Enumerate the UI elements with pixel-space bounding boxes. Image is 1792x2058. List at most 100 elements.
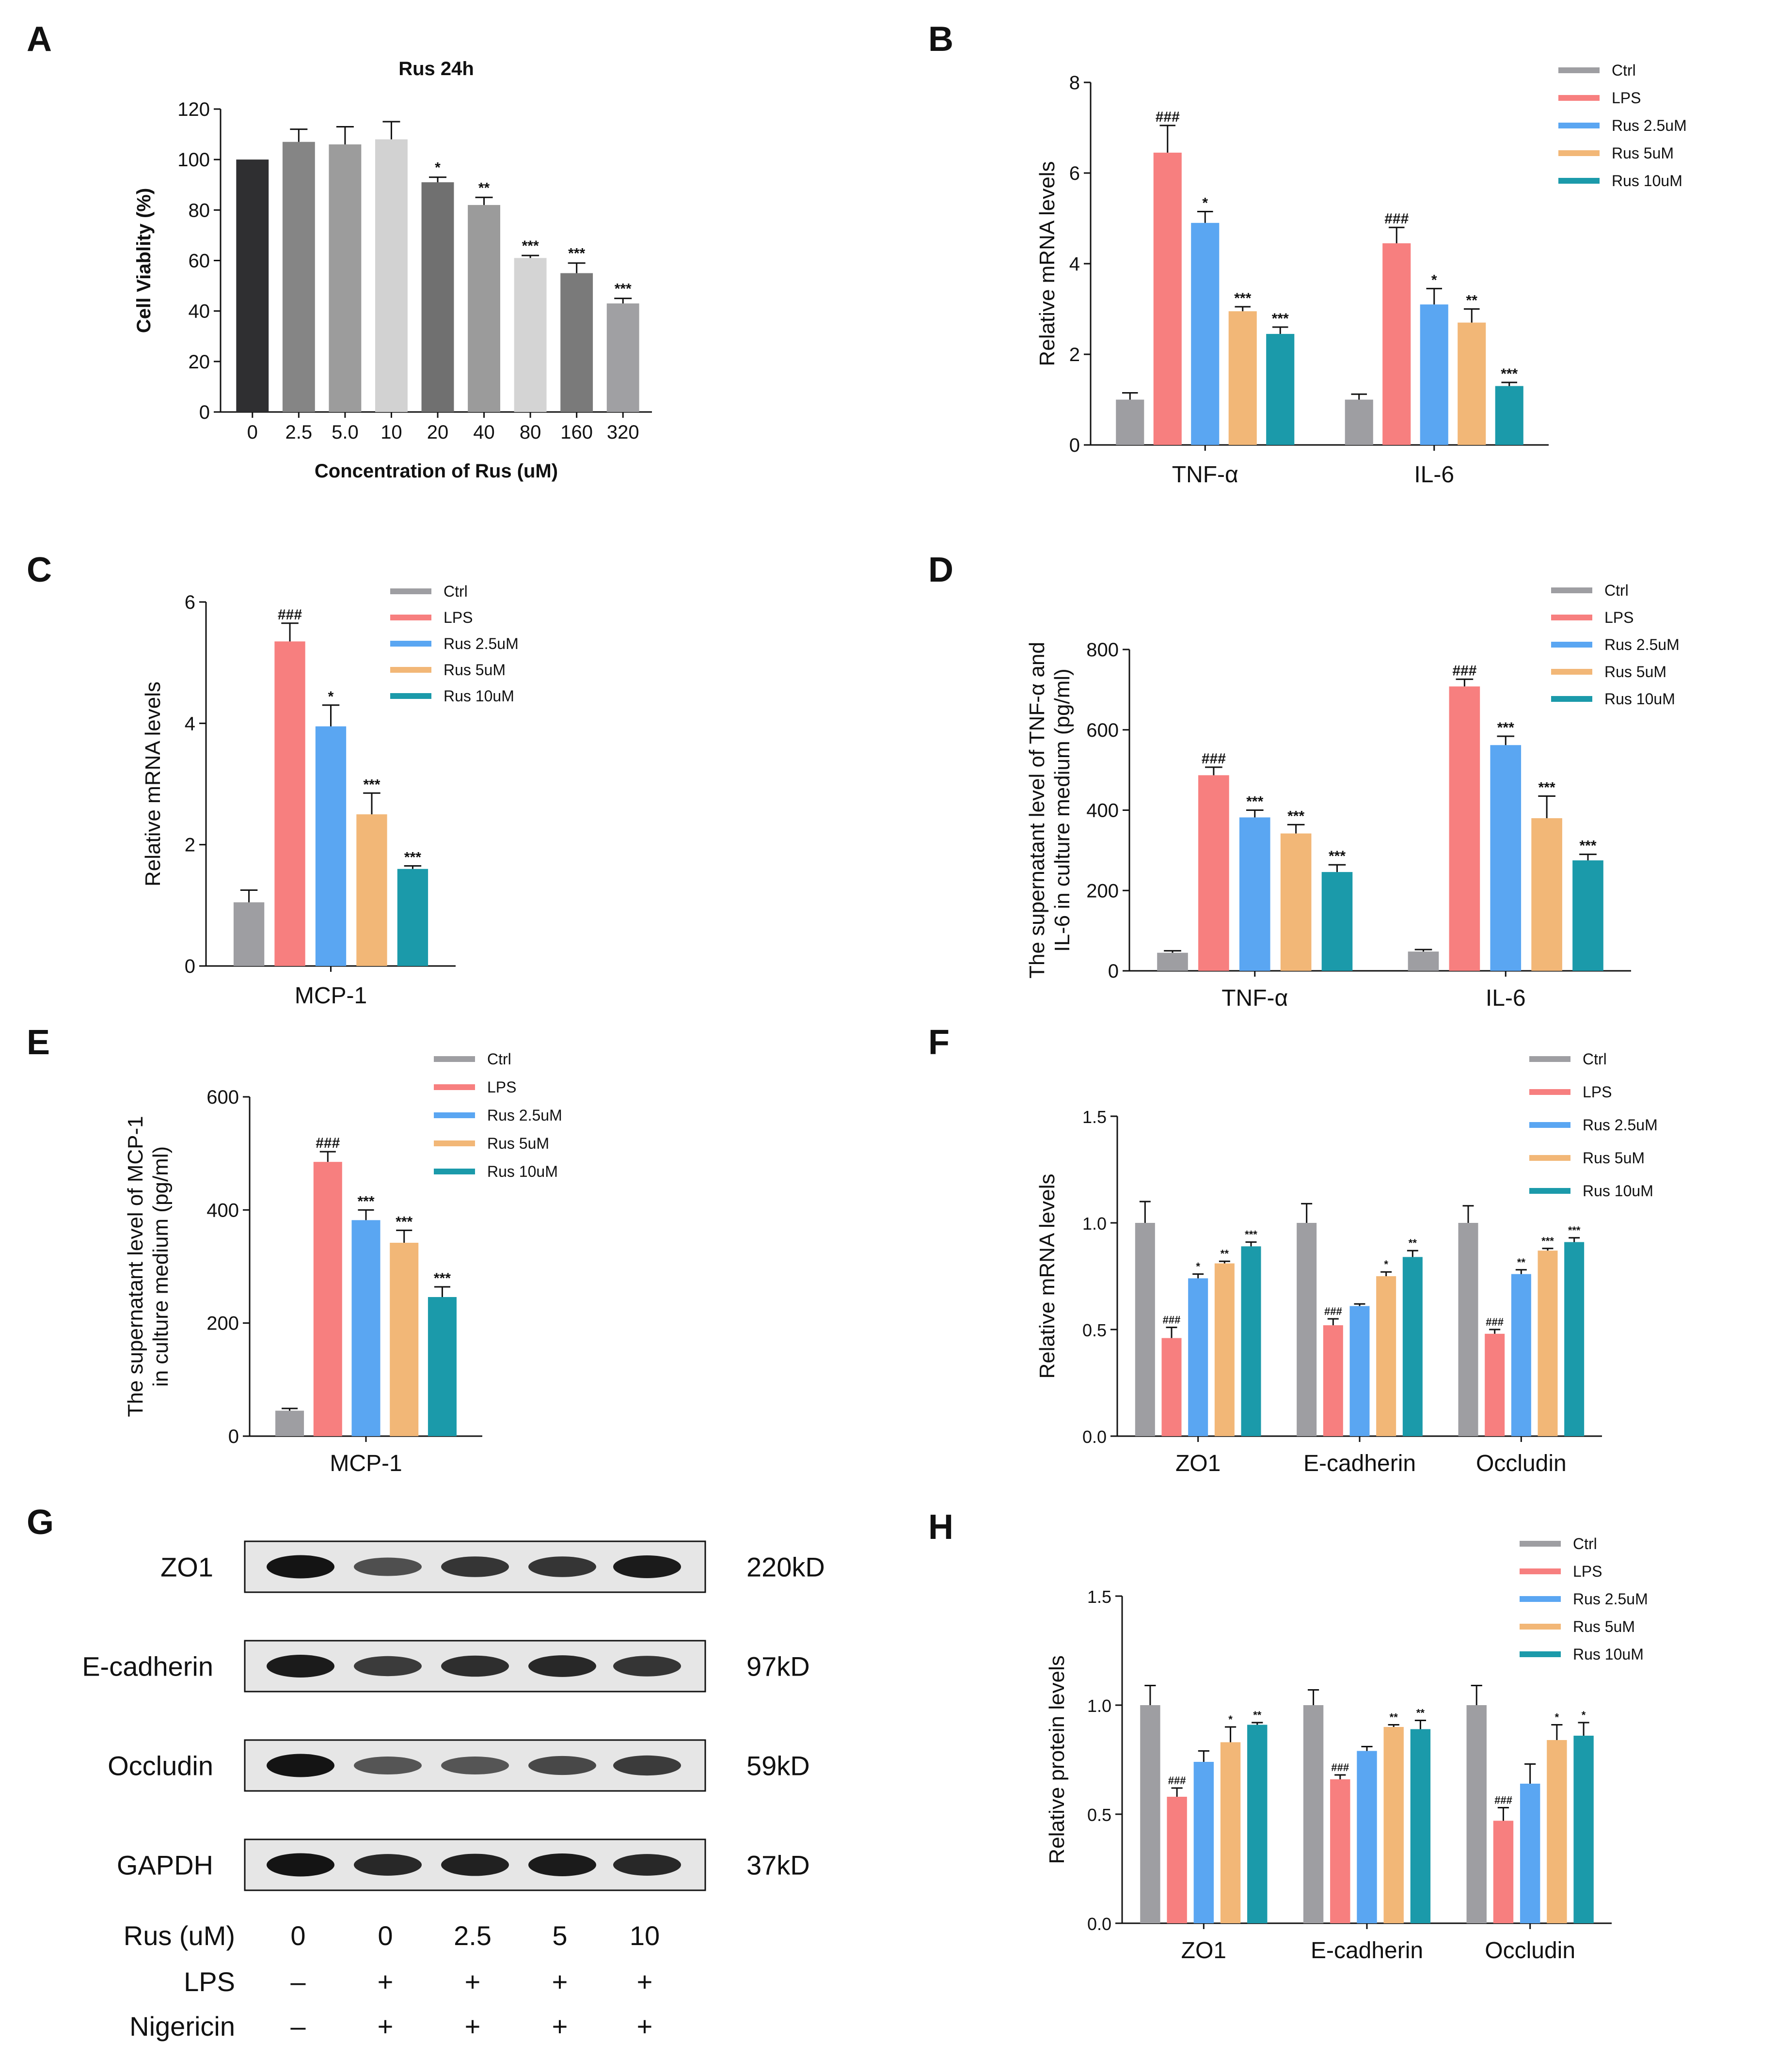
- legend-label: Rus 2.5uM: [1573, 1590, 1648, 1608]
- panel-g: G ZO1 220kD E-cadherin 97kD Occludin 59kD GAPDH…: [27, 1503, 825, 2042]
- panel-label: G: [27, 1503, 54, 1542]
- y-tick-label: 4: [185, 713, 195, 734]
- bar: [1573, 1736, 1594, 1923]
- legend-swatch: [390, 588, 431, 594]
- bar: [313, 1162, 342, 1436]
- bar: [1303, 1705, 1324, 1923]
- blot-band: [354, 1656, 422, 1677]
- condition-value: 10: [630, 1920, 660, 1951]
- legend-label: Rus 10uM: [487, 1163, 558, 1180]
- legend-swatch: [390, 641, 431, 647]
- significance-mark: *: [1202, 195, 1208, 211]
- bar: [1485, 1333, 1505, 1436]
- bar: [1241, 1246, 1261, 1436]
- significance-mark: ###: [1486, 1316, 1504, 1328]
- y-tick-label: 2: [185, 835, 195, 856]
- bar: [1495, 386, 1523, 445]
- x-tick-label: ZO1: [1175, 1451, 1221, 1476]
- molecular-weight: 97kD: [746, 1651, 810, 1682]
- bar: [1157, 952, 1188, 971]
- condition-value: –: [290, 1966, 306, 1997]
- significance-mark: ***: [1245, 1229, 1257, 1241]
- legend-label: Rus 2.5uM: [444, 635, 519, 652]
- condition-value: +: [637, 2011, 653, 2042]
- y-tick-label: 0: [228, 1426, 239, 1447]
- legend-label: LPS: [487, 1078, 516, 1096]
- bar: [421, 182, 454, 412]
- legend-swatch: [1551, 587, 1592, 593]
- y-tick-label: 800: [1086, 639, 1119, 661]
- y-tick-label: 400: [1086, 800, 1119, 822]
- blot-band: [613, 1555, 681, 1578]
- blot-band: [354, 1854, 422, 1876]
- legend-label: Rus 10uM: [1604, 690, 1675, 708]
- molecular-weight: 220kD: [746, 1552, 825, 1583]
- significance-mark: ###: [1331, 1761, 1349, 1773]
- significance-mark: ***: [1246, 794, 1263, 810]
- blot-band: [528, 1756, 596, 1775]
- blot-band: [267, 1754, 334, 1777]
- condition-value: +: [465, 1966, 481, 1997]
- bar: [1383, 1727, 1404, 1923]
- y-tick-label: 0.0: [1082, 1427, 1107, 1447]
- y-tick-label: 0.5: [1082, 1320, 1107, 1340]
- bar: [1466, 1705, 1487, 1923]
- legend-label: Rus 5uM: [1612, 144, 1674, 162]
- y-axis-label-line2: in culture medium (pg/ml): [149, 1146, 173, 1387]
- y-axis-label-line2: IL-6 in culture medium (pg/ml): [1050, 668, 1074, 951]
- bar: [1214, 1263, 1235, 1436]
- bar: [1191, 222, 1220, 445]
- significance-mark: **: [1517, 1256, 1526, 1268]
- x-tick-label: 320: [607, 422, 639, 443]
- legend-swatch: [434, 1112, 475, 1118]
- bar: [1228, 311, 1257, 445]
- significance-mark: ***: [1501, 366, 1518, 382]
- legend-swatch: [1558, 67, 1600, 73]
- condition-label: LPS: [184, 1966, 235, 1997]
- legend-swatch: [1520, 1541, 1561, 1547]
- y-tick-label: 80: [189, 200, 210, 221]
- legend-label: Rus 5uM: [487, 1135, 549, 1152]
- legend-label: LPS: [1612, 89, 1641, 107]
- significance-mark: ###: [1494, 1794, 1512, 1806]
- bar: [1357, 1751, 1377, 1923]
- significance-mark: *: [1431, 272, 1437, 288]
- legend-label: Rus 5uM: [444, 661, 506, 679]
- y-tick-label: 100: [177, 149, 210, 171]
- blot-band: [441, 1655, 509, 1677]
- legend-label: Ctrl: [1573, 1535, 1597, 1552]
- panel-label: A: [27, 20, 52, 59]
- y-tick-label: 200: [1086, 880, 1119, 902]
- significance-mark: ***: [1329, 848, 1346, 864]
- significance-mark: **: [1466, 293, 1478, 309]
- condition-value: 0: [290, 1920, 305, 1951]
- significance-mark: ###: [1156, 109, 1180, 125]
- y-tick-label: 0: [185, 956, 195, 977]
- x-tick-label: TNF-α: [1221, 985, 1288, 1011]
- legend-label: Rus 10uM: [1573, 1646, 1644, 1663]
- significance-mark: ***: [522, 238, 539, 254]
- blot-band: [613, 1854, 681, 1876]
- condition-value: +: [378, 2011, 394, 2042]
- y-tick-label: 1.0: [1087, 1696, 1111, 1716]
- legend-label: Rus 5uM: [1573, 1618, 1635, 1635]
- significance-mark: ***: [568, 246, 585, 262]
- significance-mark: *: [435, 160, 441, 176]
- y-tick-label: 0: [1108, 961, 1119, 982]
- legend-swatch: [1558, 150, 1600, 156]
- significance-mark: **: [1416, 1707, 1425, 1719]
- x-tick-label: 5.0: [332, 422, 359, 443]
- bar: [1458, 322, 1486, 445]
- bar: [275, 1410, 304, 1436]
- bar: [514, 258, 547, 412]
- bar: [1531, 818, 1562, 971]
- legend-label: LPS: [1604, 609, 1633, 626]
- bar: [1266, 333, 1295, 445]
- significance-mark: ###: [1324, 1305, 1342, 1317]
- y-tick-label: 1.5: [1082, 1107, 1107, 1127]
- y-axis-label: The supernatant level of MCP-1: [124, 1116, 147, 1417]
- condition-value: +: [637, 1966, 653, 1997]
- y-tick-label: 1.0: [1082, 1214, 1107, 1234]
- bar: [1220, 1742, 1241, 1923]
